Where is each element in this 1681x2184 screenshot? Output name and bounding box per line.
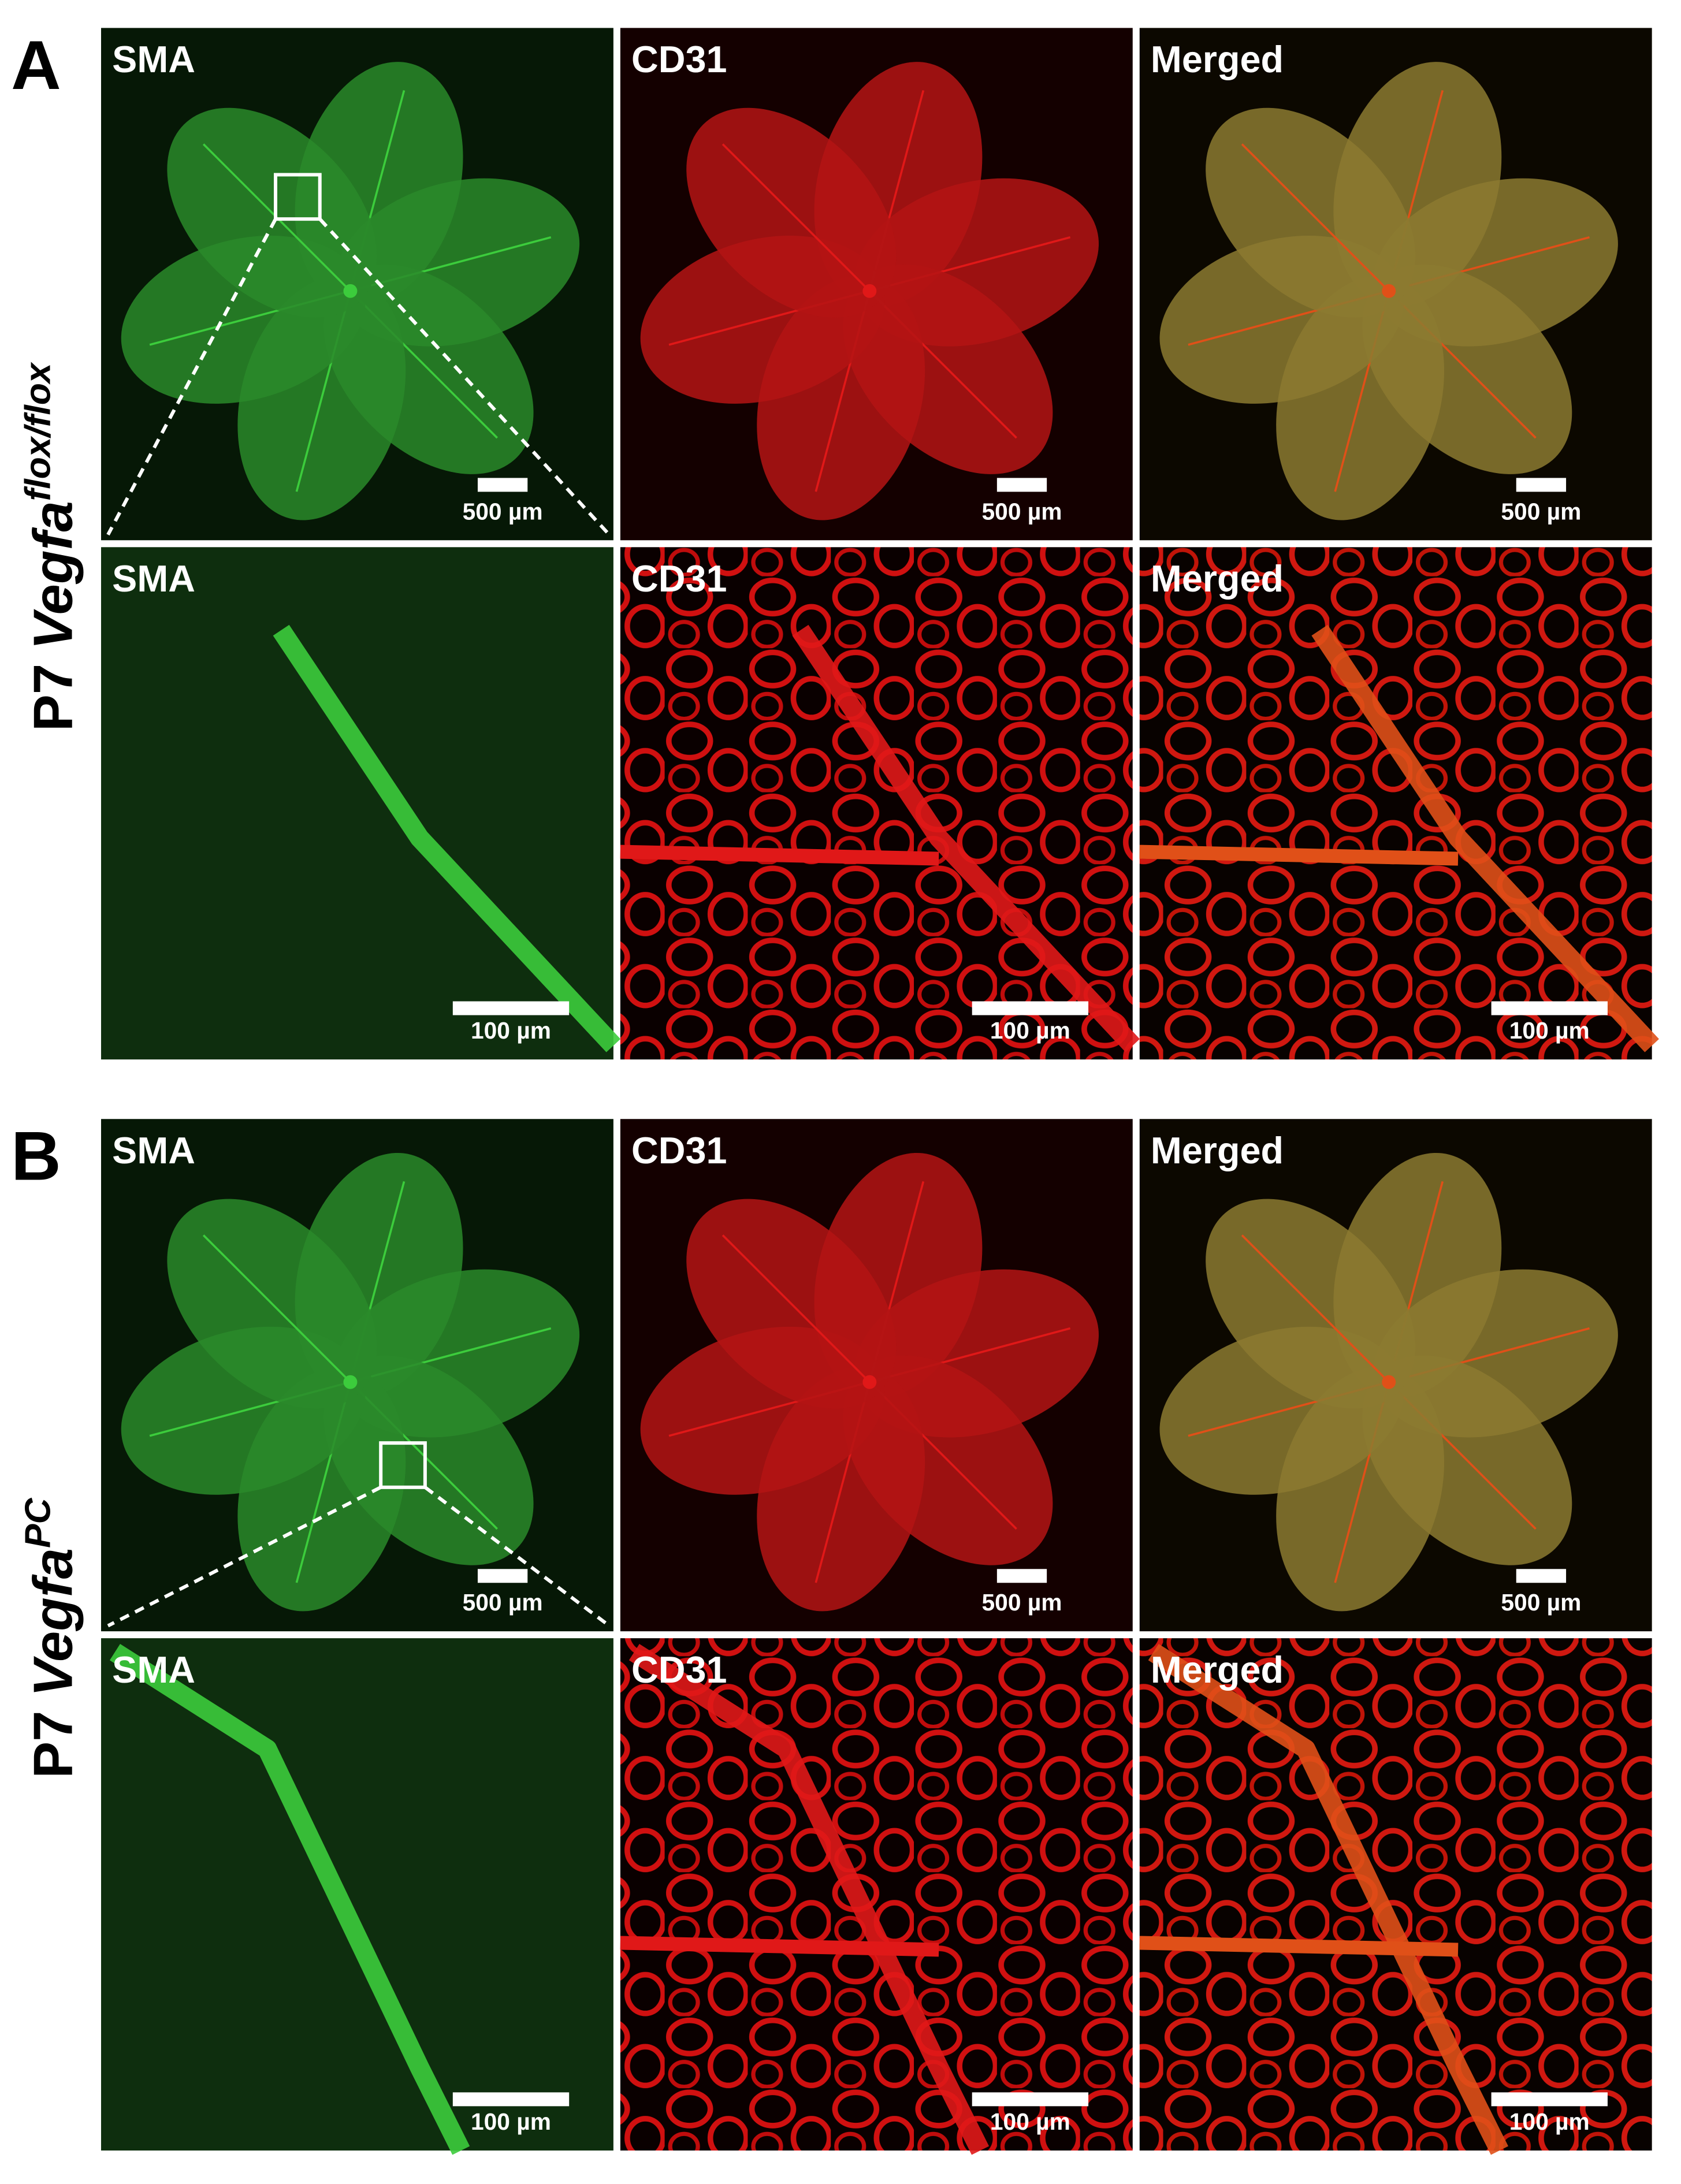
zoom-arrow	[107, 1486, 382, 1628]
scale-bar-label: 100 µm	[990, 2108, 1070, 2135]
image-label: CD31	[631, 38, 727, 80]
retina-vessel	[722, 1234, 871, 1383]
panel-letter: A	[11, 27, 61, 104]
scale-bar	[972, 1001, 1089, 1015]
branch-vessel	[620, 844, 939, 866]
large-vessel	[628, 1643, 990, 2155]
optic-nerve	[343, 1375, 358, 1389]
image-label: SMA	[112, 38, 195, 80]
scale-bar-label: 500 µm	[982, 498, 1062, 524]
scale-bar	[996, 1569, 1047, 1583]
micrograph	[1139, 547, 1659, 1060]
micrograph	[1139, 28, 1652, 541]
image-label: SMA	[112, 557, 195, 600]
zoom-arrow	[424, 1486, 611, 1627]
large-vessel	[1148, 1643, 1508, 2155]
scale-bar	[1516, 478, 1567, 492]
genotype-label: P7 Vegfaflox/flox	[18, 362, 84, 731]
scale-bar-label: 100 µm	[471, 1017, 551, 1044]
scale-bar	[1491, 2092, 1608, 2107]
scale-bar-label: 100 µm	[990, 1017, 1070, 1044]
scale-bar-label: 500 µm	[982, 1589, 1062, 1616]
optic-nerve	[1382, 1375, 1396, 1389]
retina-vessel	[1241, 1234, 1390, 1383]
image-background	[1139, 547, 1652, 1060]
optic-nerve	[1382, 284, 1396, 298]
optic-nerve	[862, 1375, 877, 1389]
genotype-prefix: P7	[23, 1711, 84, 1779]
branch-vessel	[620, 1936, 939, 1957]
image-background	[620, 547, 1133, 1060]
zoom-box	[379, 1441, 427, 1489]
zoom-box	[274, 173, 322, 221]
scale-bar-label: 500 µm	[463, 498, 543, 524]
genotype-superscript: flox/flox	[18, 362, 58, 501]
image-background	[1139, 1638, 1652, 2151]
micrograph	[101, 1638, 613, 2155]
genotype-gene: Vegfa	[23, 501, 84, 650]
genotype-label: P7 VegfaPC	[18, 1497, 84, 1778]
micrograph	[1139, 1119, 1652, 1632]
scale-bar	[452, 2092, 570, 2107]
image-background	[101, 1638, 613, 2151]
micrograph	[620, 1638, 1133, 2155]
large-vessel	[792, 624, 1140, 1052]
image-label: SMA	[112, 1649, 195, 1691]
panel-letter: B	[11, 1118, 61, 1195]
scale-bar	[452, 1001, 570, 1015]
scale-bar-label: 500 µm	[463, 1589, 543, 1616]
image-background	[101, 547, 613, 1060]
scale-bar	[1491, 1001, 1608, 1015]
scale-bar-label: 500 µm	[1501, 1589, 1581, 1616]
large-vessel	[109, 1643, 470, 2155]
scale-bar	[477, 478, 528, 492]
scale-bar	[1516, 1569, 1567, 1583]
retina-vessel	[202, 1234, 351, 1383]
genotype-gene: Vegfa	[23, 1548, 84, 1697]
image-background	[620, 1638, 1133, 2151]
large-vessel	[273, 624, 621, 1052]
optic-nerve	[343, 284, 358, 298]
scale-bar-label: 100 µm	[471, 2108, 551, 2135]
scale-bar-label: 500 µm	[1501, 498, 1581, 524]
image-label: Merged	[1151, 38, 1284, 80]
image-label: Merged	[1151, 1649, 1284, 1691]
micrograph	[101, 547, 621, 1060]
micrograph	[620, 1119, 1133, 1632]
genotype-prefix: P7	[23, 664, 84, 731]
retina-vessel	[722, 143, 871, 292]
retina-vessel	[1241, 143, 1390, 292]
micrograph	[1139, 1638, 1652, 2155]
image-label: Merged	[1151, 1129, 1284, 1171]
scale-bar	[477, 1569, 528, 1583]
scale-bar-label: 100 µm	[1509, 1017, 1590, 1044]
image-label: Merged	[1151, 557, 1284, 600]
micrograph	[620, 547, 1140, 1060]
optic-nerve	[862, 284, 877, 298]
branch-vessel	[1139, 844, 1459, 866]
image-label: CD31	[631, 557, 727, 600]
micrograph	[620, 28, 1133, 541]
scale-bar	[996, 478, 1047, 492]
scale-bar-label: 100 µm	[1509, 2108, 1590, 2135]
image-label: CD31	[631, 1649, 727, 1691]
micrograph	[101, 1119, 613, 1632]
image-label: CD31	[631, 1129, 727, 1171]
image-label: SMA	[112, 1129, 195, 1171]
micrograph	[101, 28, 613, 541]
zoom-arrow	[318, 218, 611, 536]
scale-bar	[972, 2092, 1089, 2107]
genotype-superscript: PC	[18, 1497, 58, 1548]
large-vessel	[1311, 624, 1659, 1052]
branch-vessel	[1139, 1936, 1459, 1957]
